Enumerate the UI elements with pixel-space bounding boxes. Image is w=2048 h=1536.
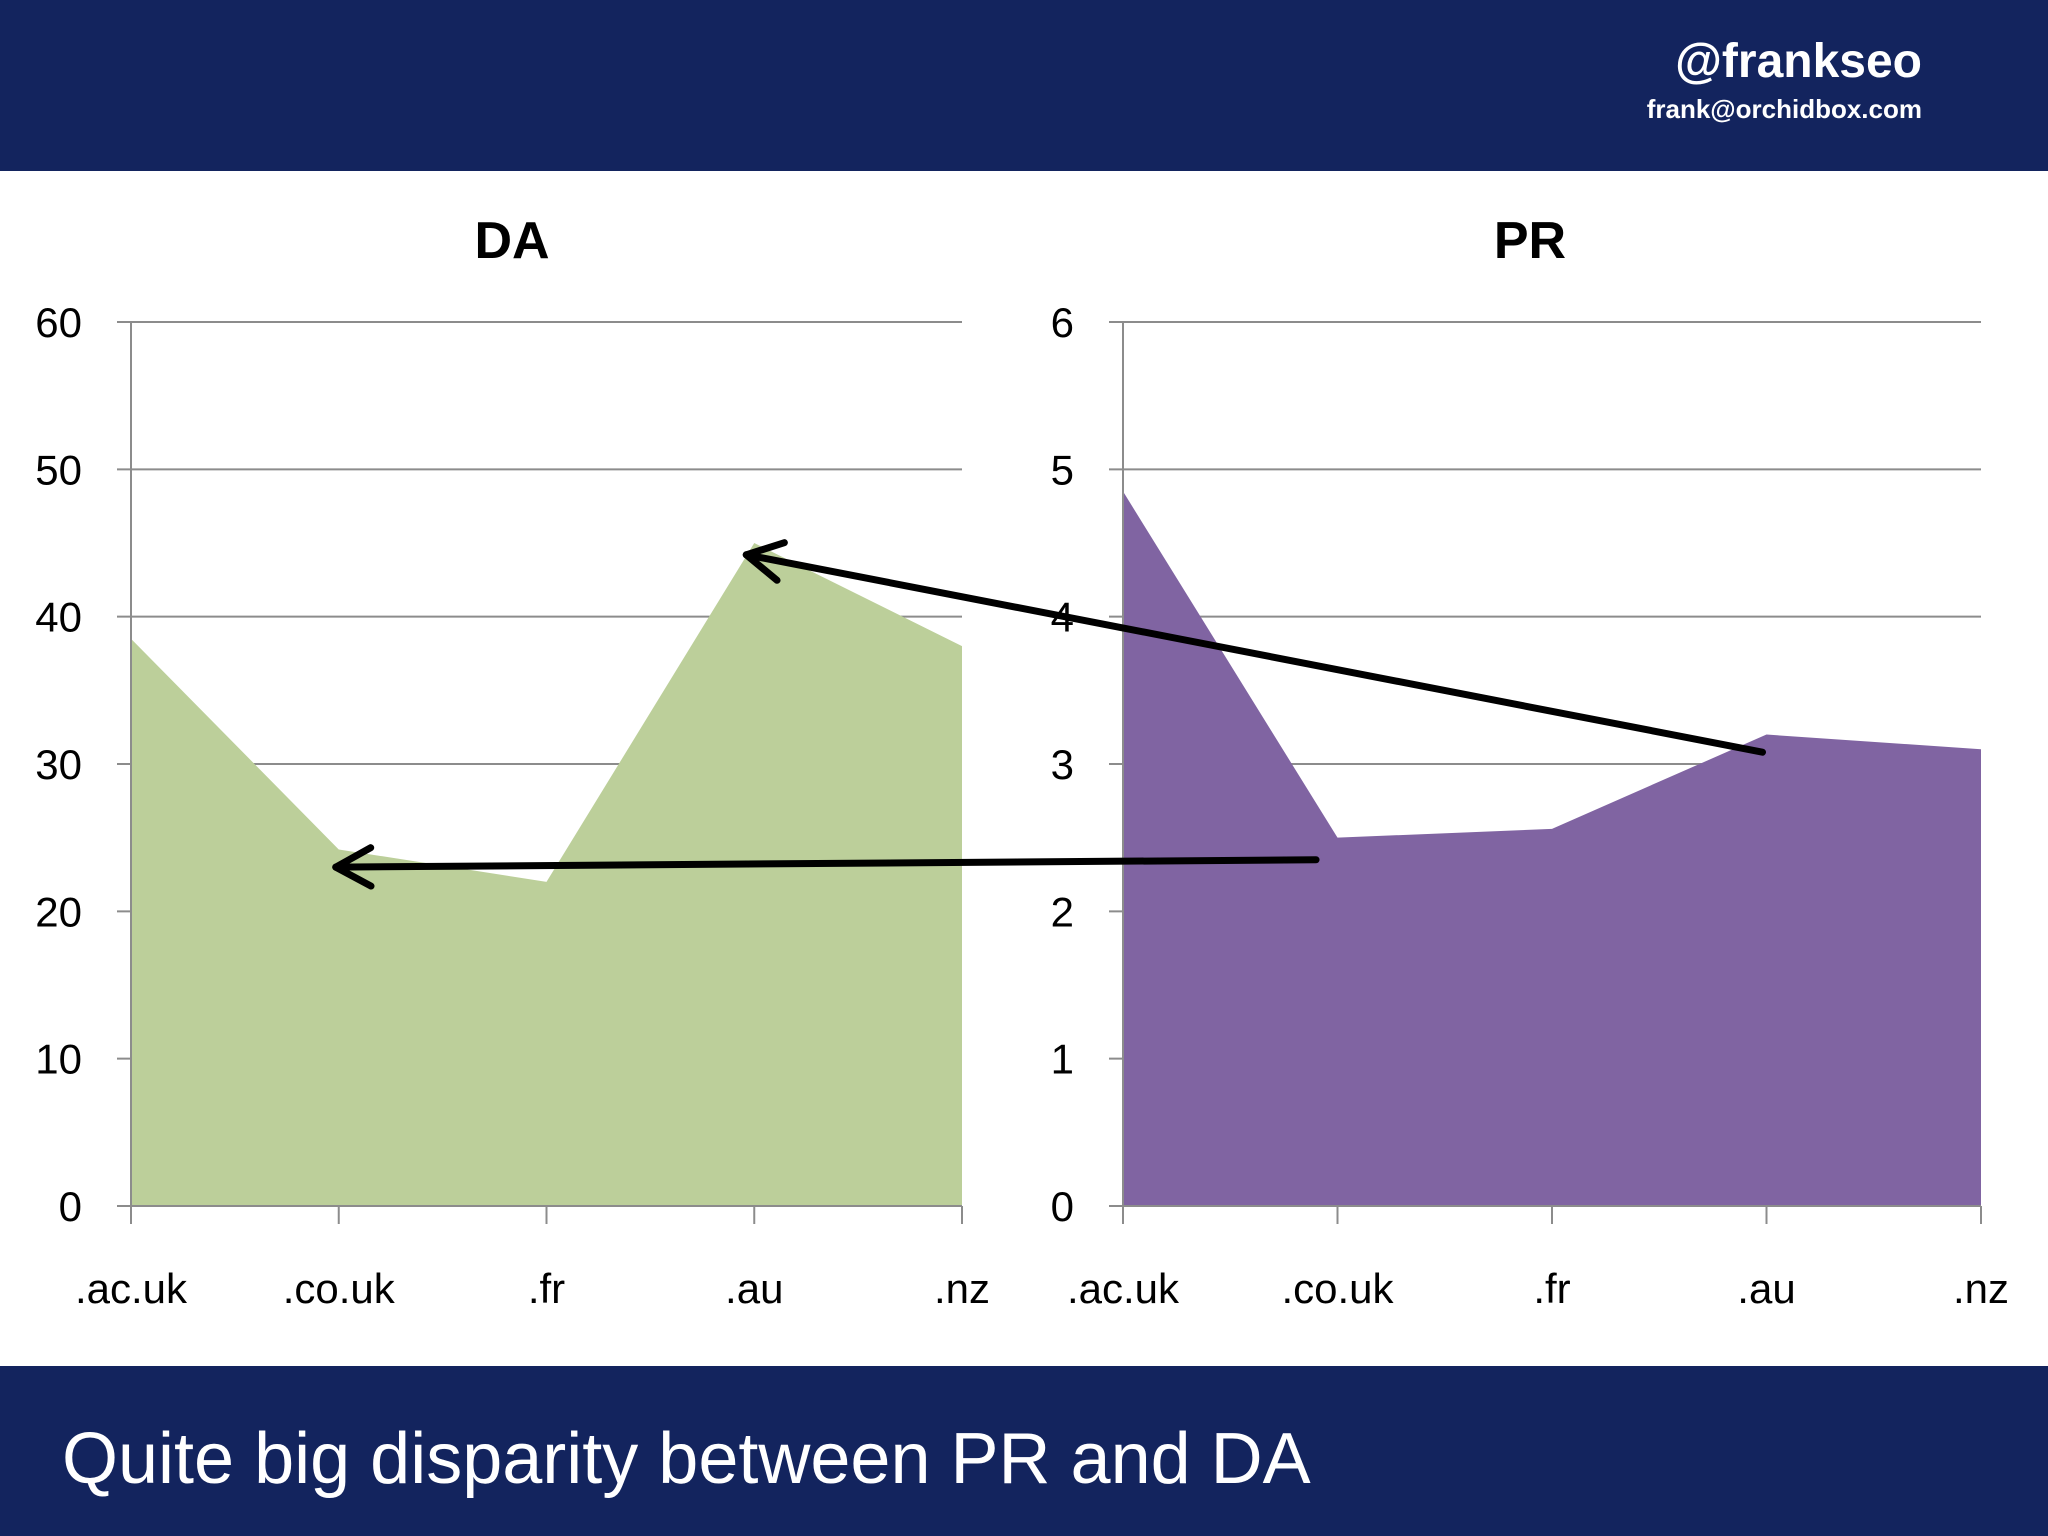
da-x-tick-label: .ac.uk [75, 1265, 188, 1312]
pr-x-tick-label: .fr [1533, 1265, 1570, 1312]
da-y-tick-label: 0 [59, 1183, 82, 1230]
da-y-tick-label: 60 [35, 299, 82, 346]
da-chart-title: DA [474, 212, 549, 270]
da-y-tick-label: 50 [35, 446, 82, 493]
pr-y-tick-label: 5 [1051, 446, 1074, 493]
pr-area-series [1123, 491, 1981, 1206]
pr-y-tick-label: 6 [1051, 299, 1074, 346]
pr-x-tick-label: .nz [1953, 1265, 2009, 1312]
da-x-tick-label: .au [725, 1265, 783, 1312]
da-area-series [131, 543, 962, 1206]
pr-y-tick-label: 2 [1051, 888, 1074, 935]
slide-caption: Quite big disparity between PR and DA [62, 1416, 1311, 1502]
da-x-tick-label: .co.uk [283, 1265, 396, 1312]
pr-y-tick-label: 3 [1051, 741, 1074, 788]
pr-y-tick-label: 0 [1051, 1183, 1074, 1230]
da-y-tick-label: 40 [35, 594, 82, 641]
pr-chart-title: PR [1494, 212, 1566, 270]
da-y-tick-label: 30 [35, 741, 82, 788]
da-x-tick-label: .fr [528, 1265, 565, 1312]
da-x-tick-label: .nz [934, 1265, 990, 1312]
da-y-tick-label: 10 [35, 1036, 82, 1083]
pr-x-tick-label: .co.uk [1281, 1265, 1394, 1312]
pr-y-tick-label: 1 [1051, 1036, 1074, 1083]
pr-x-tick-label: .au [1737, 1265, 1795, 1312]
pr-x-tick-label: .ac.uk [1067, 1265, 1180, 1312]
da-y-tick-label: 20 [35, 888, 82, 935]
